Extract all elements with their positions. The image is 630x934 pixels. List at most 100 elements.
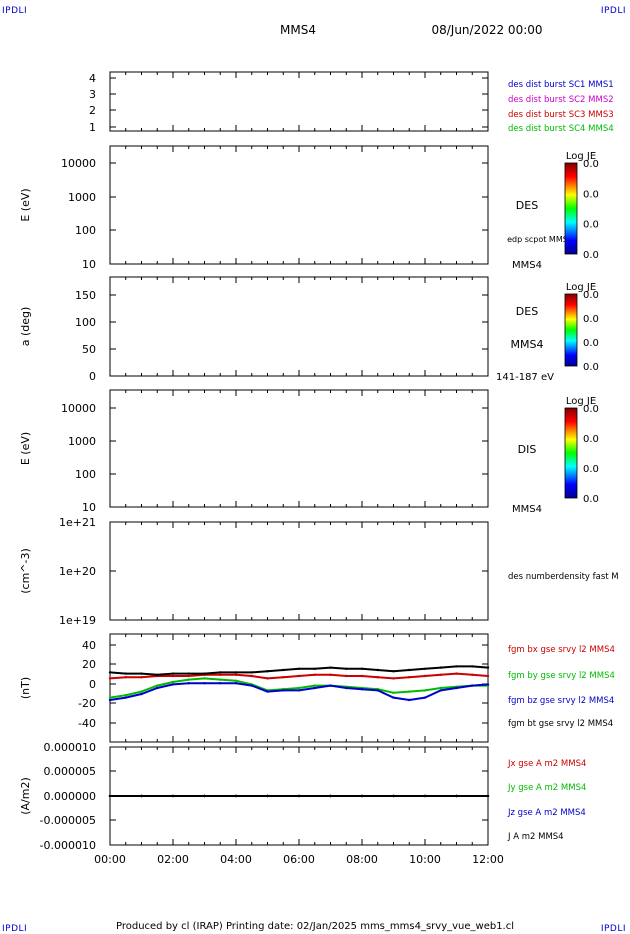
data-point bbox=[124, 694, 127, 697]
data-point bbox=[250, 674, 253, 678]
panel-frame bbox=[109, 389, 489, 508]
legend-entry: J A m2 MMS4 bbox=[507, 832, 564, 842]
data-point bbox=[376, 668, 379, 672]
corner-logo-top-left: IPDLI bbox=[2, 6, 28, 16]
colorbar-tick: 0.0 bbox=[583, 434, 599, 445]
legend-entry: fgm bx gse srvy l2 MMS4 bbox=[508, 645, 615, 655]
colorbar-title: Log JE bbox=[566, 396, 596, 407]
side-label: MMS4 bbox=[512, 260, 542, 271]
data-point bbox=[124, 672, 127, 675]
data-point bbox=[140, 692, 143, 696]
colorbar-tick: 0.0 bbox=[583, 159, 599, 170]
corner-logo-bottom-left: IPDLI bbox=[2, 924, 28, 934]
data-point bbox=[297, 686, 301, 690]
y-tick-label: 3 bbox=[89, 88, 96, 101]
colorbar-title: Log JE bbox=[566, 282, 596, 293]
data-point bbox=[423, 696, 427, 699]
data-point bbox=[266, 670, 269, 673]
y-tick-label: -20 bbox=[78, 697, 96, 710]
time-tick-label: 06:00 bbox=[283, 853, 315, 866]
panel-magnetic-field: 40 20 0 -20 -40 (nT) fgm bx gse srvy l2 MMS4 fg… bbox=[19, 633, 615, 743]
data-point bbox=[108, 671, 112, 674]
data-point bbox=[329, 794, 332, 798]
y-tick-label: 100 bbox=[75, 316, 96, 329]
data-point bbox=[455, 686, 458, 690]
data-point bbox=[108, 696, 112, 699]
data-point bbox=[171, 683, 175, 686]
side-label: DES bbox=[516, 199, 538, 212]
series-group bbox=[108, 794, 490, 798]
data-point bbox=[108, 698, 112, 702]
y-axis-title: (cm^-3) bbox=[19, 548, 32, 594]
data-point bbox=[345, 674, 348, 678]
data-point bbox=[360, 794, 364, 798]
y-tick-label: 1000 bbox=[68, 191, 96, 204]
y-tick-label: 40 bbox=[82, 639, 96, 652]
data-point bbox=[156, 673, 159, 676]
data-point bbox=[297, 689, 301, 692]
data-point bbox=[486, 794, 490, 798]
colorbar-tick: 0.0 bbox=[583, 290, 599, 301]
colorbar-tick: 0.0 bbox=[583, 314, 599, 325]
panel-frame bbox=[109, 71, 489, 132]
data-point bbox=[486, 666, 490, 669]
data-point bbox=[392, 677, 395, 680]
data-point bbox=[329, 684, 332, 687]
data-point bbox=[187, 678, 190, 681]
legend-entry: des dist burst SC2 MMS2 bbox=[508, 95, 614, 105]
data-point bbox=[392, 670, 395, 673]
data-point bbox=[156, 686, 159, 690]
colorbar-tick: 0.0 bbox=[583, 338, 599, 349]
data-point bbox=[313, 686, 316, 690]
data-point bbox=[140, 672, 143, 675]
colorbar bbox=[564, 162, 578, 255]
data-point bbox=[234, 673, 238, 676]
legend-entry: Jy gse A m2 MMS4 bbox=[507, 783, 586, 793]
data-point bbox=[282, 668, 285, 672]
data-point bbox=[187, 672, 190, 675]
data-point bbox=[392, 691, 395, 694]
data-point bbox=[313, 684, 316, 687]
data-point bbox=[439, 686, 442, 690]
time-tick-label: 02:00 bbox=[157, 853, 189, 866]
data-point bbox=[219, 682, 222, 685]
data-point bbox=[124, 696, 127, 699]
y-tick-label: 1000 bbox=[68, 435, 96, 448]
data-point bbox=[408, 668, 411, 672]
data-point bbox=[423, 689, 427, 692]
y-tick-label: 10 bbox=[82, 258, 96, 271]
data-point bbox=[455, 672, 458, 675]
y-tick-label: 0 bbox=[89, 370, 96, 383]
side-label: MMS4 bbox=[512, 504, 542, 515]
footer-credit: Produced by cl (IRAP) Printing date: 02/… bbox=[116, 921, 514, 932]
y-tick-label: 20 bbox=[82, 658, 96, 671]
data-point bbox=[423, 667, 427, 670]
colorbar bbox=[564, 293, 578, 367]
data-point bbox=[171, 794, 175, 798]
data-point bbox=[439, 689, 442, 692]
colorbar bbox=[564, 407, 578, 499]
data-point bbox=[203, 677, 206, 680]
data-point bbox=[297, 674, 301, 678]
data-point bbox=[313, 673, 316, 676]
data-point bbox=[234, 671, 238, 674]
data-point bbox=[297, 667, 301, 670]
data-point bbox=[329, 673, 332, 676]
data-point bbox=[360, 688, 364, 691]
data-point bbox=[108, 677, 112, 680]
data-point bbox=[140, 794, 143, 798]
y-tick-label: -0.000005 bbox=[40, 814, 96, 827]
y-tick-label: 1e+21 bbox=[59, 516, 96, 529]
y-tick-label: 1e+19 bbox=[59, 614, 96, 627]
data-point bbox=[282, 689, 285, 692]
y-tick-label: 100 bbox=[75, 468, 96, 481]
colorbar-tick: 0.0 bbox=[583, 220, 599, 231]
data-point bbox=[360, 667, 364, 670]
data-point bbox=[392, 696, 395, 699]
data-point bbox=[171, 680, 175, 684]
data-point bbox=[329, 666, 332, 669]
data-point bbox=[439, 673, 442, 676]
y-tick-label: 150 bbox=[75, 289, 96, 302]
panel-density: 1e+21 1e+20 1e+19 (cm^-3) des numberdensity … bbox=[19, 516, 619, 627]
data-point bbox=[171, 672, 175, 675]
